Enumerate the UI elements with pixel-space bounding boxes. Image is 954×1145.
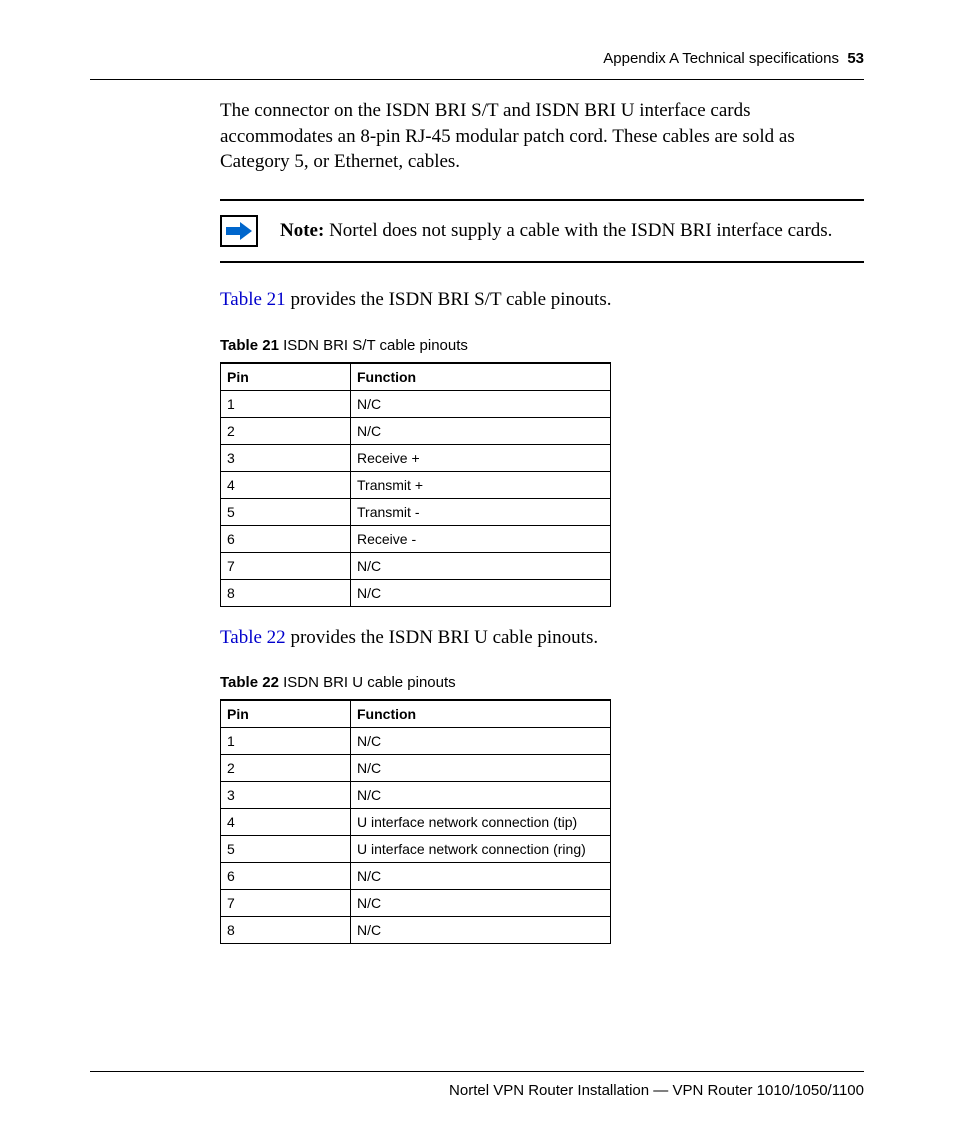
cell-pin: 7: [221, 552, 351, 579]
table21-ref-text: provides the ISDN BRI S/T cable pinouts.: [286, 289, 612, 310]
cell-pin: 3: [221, 782, 351, 809]
cell-pin: 3: [221, 444, 351, 471]
cell-pin: 8: [221, 579, 351, 606]
table-row: 1N/C: [221, 728, 611, 755]
cell-pin: 4: [221, 471, 351, 498]
arrow-icon: [220, 215, 258, 247]
cell-fn: Receive +: [351, 444, 611, 471]
table22-col-pin: Pin: [221, 700, 351, 728]
cell-pin: 6: [221, 863, 351, 890]
cell-fn: N/C: [351, 390, 611, 417]
page-header: Appendix A Technical specifications 53: [90, 50, 864, 79]
table-row: 6N/C: [221, 863, 611, 890]
intro-paragraph: The connector on the ISDN BRI S/T and IS…: [220, 98, 864, 175]
cell-fn: Transmit +: [351, 471, 611, 498]
cell-pin: 5: [221, 498, 351, 525]
table-row: 4Transmit +: [221, 471, 611, 498]
table-row: 5Transmit -: [221, 498, 611, 525]
cell-fn: N/C: [351, 417, 611, 444]
table22: Pin Function 1N/C 2N/C 3N/C 4U interface…: [220, 699, 611, 944]
note-block: Note: Nortel does not supply a cable wit…: [220, 199, 864, 263]
cell-pin: 6: [221, 525, 351, 552]
note-text: Note: Nortel does not supply a cable wit…: [280, 218, 832, 244]
table22-ref-text: provides the ISDN BRI U cable pinouts.: [286, 627, 598, 648]
page-footer: Nortel VPN Router Installation — VPN Rou…: [90, 1071, 864, 1099]
table21: Pin Function 1N/C 2N/C 3Receive + 4Trans…: [220, 362, 611, 607]
note-row: Note: Nortel does not supply a cable wit…: [220, 201, 864, 261]
table21-number: Table 21: [220, 337, 279, 354]
cell-fn: Receive -: [351, 525, 611, 552]
table-row: 5U interface network connection (ring): [221, 836, 611, 863]
table-row: 3N/C: [221, 782, 611, 809]
cell-pin: 7: [221, 890, 351, 917]
cell-fn: N/C: [351, 728, 611, 755]
table22-caption: Table 22 ISDN BRI U cable pinouts: [220, 674, 864, 691]
note-body: Nortel does not supply a cable with the …: [324, 220, 832, 241]
cell-pin: 5: [221, 836, 351, 863]
table-row: 2N/C: [221, 417, 611, 444]
page: Appendix A Technical specifications 53 T…: [0, 0, 954, 1145]
cell-fn: N/C: [351, 552, 611, 579]
cell-pin: 1: [221, 390, 351, 417]
table21-col-pin: Pin: [221, 363, 351, 391]
table-row: 7N/C: [221, 890, 611, 917]
table21-reference: Table 21 provides the ISDN BRI S/T cable…: [220, 287, 864, 313]
table-row: 4U interface network connection (tip): [221, 809, 611, 836]
note-lead: Note:: [280, 220, 324, 241]
cell-fn: U interface network connection (ring): [351, 836, 611, 863]
cell-pin: 4: [221, 809, 351, 836]
cell-fn: N/C: [351, 917, 611, 944]
table-row: 6Receive -: [221, 525, 611, 552]
table-row: 3Receive +: [221, 444, 611, 471]
table-row: 8N/C: [221, 579, 611, 606]
header-section: Appendix A Technical specifications: [603, 50, 839, 67]
cell-fn: N/C: [351, 755, 611, 782]
table-header-row: Pin Function: [221, 363, 611, 391]
table22-title: ISDN BRI U cable pinouts: [279, 674, 456, 691]
footer-rule: [90, 1071, 864, 1072]
cell-fn: Transmit -: [351, 498, 611, 525]
table-row: 1N/C: [221, 390, 611, 417]
cell-pin: 2: [221, 755, 351, 782]
table-row: 2N/C: [221, 755, 611, 782]
table22-reference: Table 22 provides the ISDN BRI U cable p…: [220, 625, 864, 651]
table21-link[interactable]: Table 21: [220, 289, 286, 310]
page-number: 53: [847, 50, 864, 67]
table22-col-function: Function: [351, 700, 611, 728]
table-row: 8N/C: [221, 917, 611, 944]
table21-col-function: Function: [351, 363, 611, 391]
cell-fn: U interface network connection (tip): [351, 809, 611, 836]
content-area: The connector on the ISDN BRI S/T and IS…: [90, 80, 864, 944]
table22-link[interactable]: Table 22: [220, 627, 286, 648]
table21-caption: Table 21 ISDN BRI S/T cable pinouts: [220, 337, 864, 354]
cell-fn: N/C: [351, 890, 611, 917]
cell-fn: N/C: [351, 863, 611, 890]
table-row: 7N/C: [221, 552, 611, 579]
note-bottom-rule: [220, 261, 864, 263]
table-header-row: Pin Function: [221, 700, 611, 728]
cell-pin: 8: [221, 917, 351, 944]
table22-number: Table 22: [220, 674, 279, 691]
footer-text: Nortel VPN Router Installation — VPN Rou…: [90, 1082, 864, 1099]
cell-fn: N/C: [351, 579, 611, 606]
cell-pin: 1: [221, 728, 351, 755]
cell-pin: 2: [221, 417, 351, 444]
table21-title: ISDN BRI S/T cable pinouts: [279, 337, 468, 354]
cell-fn: N/C: [351, 782, 611, 809]
